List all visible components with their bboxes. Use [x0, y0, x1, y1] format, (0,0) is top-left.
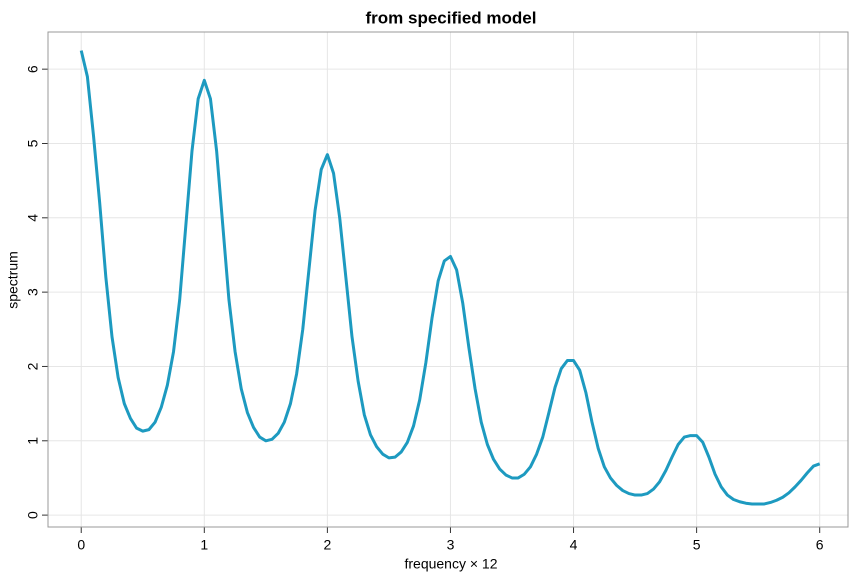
- chart-title: from specified model: [366, 8, 537, 27]
- y-axis-label: spectrum: [5, 251, 21, 309]
- x-tick-label: 2: [323, 537, 331, 553]
- x-tick-label: 1: [200, 537, 208, 553]
- y-tick-label: 0: [25, 511, 41, 519]
- y-tick-label: 6: [25, 65, 41, 73]
- plot-frame: [47, 31, 849, 528]
- x-tick-label: 6: [816, 537, 824, 553]
- x-tick-label: 3: [447, 537, 455, 553]
- x-tick-label: 5: [693, 537, 701, 553]
- x-axis-label: frequency × 12: [404, 556, 497, 572]
- y-tick-label: 5: [25, 139, 41, 147]
- y-tick-label: 3: [25, 288, 41, 296]
- x-tick-label: 0: [77, 537, 85, 553]
- y-tick-label: 2: [25, 362, 41, 370]
- line: [79, 50, 821, 506]
- x-tick-label: 4: [570, 537, 578, 553]
- y-tick-label: 1: [25, 437, 41, 445]
- y-tick-label: 4: [25, 214, 41, 222]
